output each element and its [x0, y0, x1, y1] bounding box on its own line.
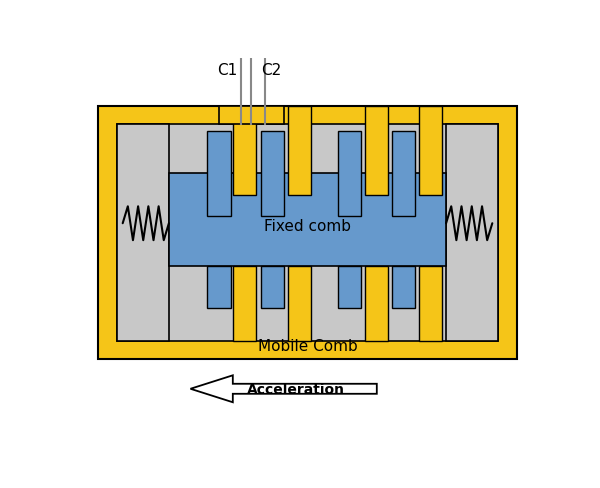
Bar	[288, 107, 311, 195]
Bar	[419, 266, 442, 341]
Bar	[365, 266, 388, 341]
Bar	[208, 266, 230, 308]
Bar	[262, 132, 284, 216]
Bar	[288, 266, 311, 341]
Bar	[233, 107, 256, 195]
Bar	[262, 266, 284, 308]
Bar	[365, 107, 388, 195]
Text: Acceleration: Acceleration	[247, 382, 345, 396]
Bar	[392, 266, 415, 308]
FancyArrow shape	[190, 376, 377, 403]
Text: Fixed comb: Fixed comb	[264, 219, 351, 234]
Bar	[233, 266, 256, 341]
Bar	[116, 124, 499, 341]
Bar	[338, 132, 361, 216]
Bar	[219, 107, 284, 124]
Text: C2: C2	[261, 62, 281, 78]
Bar	[338, 266, 361, 308]
Bar	[392, 132, 415, 216]
Bar	[169, 174, 446, 266]
Bar	[419, 107, 442, 195]
Text: Mobile Comb: Mobile Comb	[257, 339, 358, 353]
Bar	[116, 124, 169, 341]
Text: C1: C1	[217, 62, 238, 78]
Bar	[208, 132, 230, 216]
Bar	[446, 124, 499, 341]
Bar	[98, 107, 517, 359]
